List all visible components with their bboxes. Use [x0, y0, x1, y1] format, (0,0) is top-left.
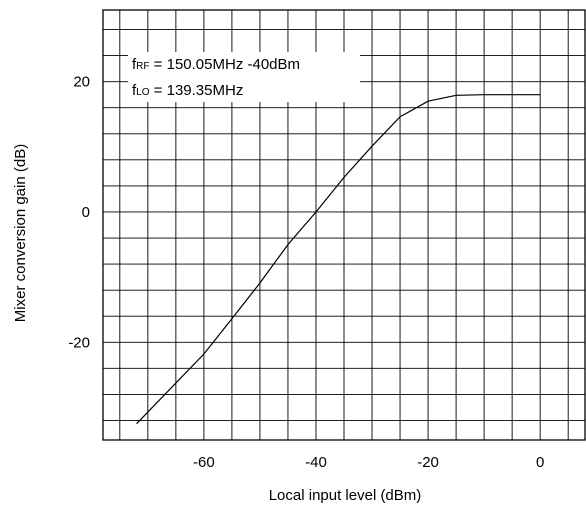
y-axis-label: Mixer conversion gain (dB) — [12, 144, 29, 322]
y-tick-label: 0 — [82, 204, 90, 221]
x-tick-label: -60 — [193, 454, 215, 471]
annotation-background — [128, 52, 360, 102]
annotation-frf: fRF = 150.05MHz -40dBm — [132, 56, 300, 73]
x-tick-label: 0 — [536, 454, 544, 471]
x-axis-label: Local input level (dBm) — [269, 487, 422, 504]
x-tick-label: -40 — [305, 454, 327, 471]
y-tick-labels: -20 0 20 — [68, 74, 90, 352]
x-tick-label: -20 — [417, 454, 439, 471]
annotation-box: fRF = 150.05MHz -40dBm fLO = 139.35MHz — [128, 52, 360, 102]
x-tick-labels: -60 -40 -20 0 — [193, 454, 544, 471]
annotation-flo: fLO = 139.35MHz — [132, 82, 243, 99]
plot-area-frame — [102, 9, 586, 441]
gain-curve — [136, 94, 541, 425]
y-tick-label: 20 — [73, 74, 90, 91]
y-tick-label: -20 — [68, 334, 90, 351]
